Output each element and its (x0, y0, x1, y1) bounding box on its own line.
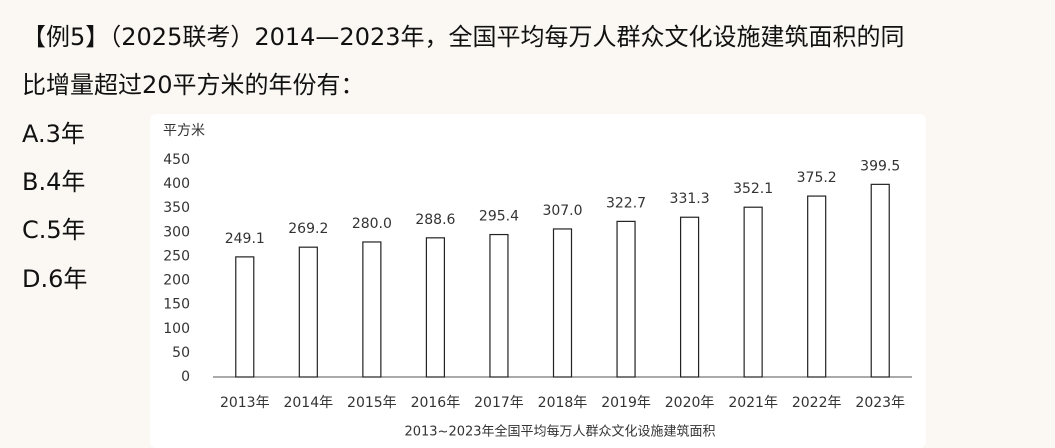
value-label: 295.4 (479, 209, 519, 225)
x-tick-label: 2016年 (411, 395, 461, 411)
bar (743, 206, 763, 378)
value-label: 352.1 (733, 181, 773, 197)
y-tick-label: 350 (163, 200, 190, 216)
x-tick-label: 2017年 (474, 395, 524, 411)
x-tick-label: 2020年 (665, 395, 715, 411)
y-tick-label: 400 (163, 176, 190, 192)
y-tick-label: 150 (163, 297, 190, 313)
y-tick-label: 100 (163, 321, 190, 337)
value-label: 288.6 (415, 212, 455, 228)
bar (552, 228, 573, 378)
x-tick-label: 2019年 (601, 395, 651, 411)
x-tick-label: 2018年 (538, 395, 588, 411)
bar (679, 216, 700, 378)
value-label: 375.2 (797, 170, 837, 186)
bar (362, 241, 382, 378)
chart-caption: 2013~2023年全国平均每万人群众文化设施建筑面积 (404, 424, 715, 440)
y-tick-label: 0 (181, 369, 190, 385)
x-tick-label: 2014年 (283, 395, 333, 411)
y-tick-label: 300 (163, 224, 190, 240)
option[interactable]: D.6年 (22, 265, 87, 293)
y-tick-label: 250 (163, 248, 190, 264)
value-label: 249.1 (225, 231, 265, 247)
value-label: 331.3 (670, 191, 710, 207)
bar (870, 183, 890, 378)
value-label: 307.0 (542, 203, 582, 219)
bar (807, 195, 827, 378)
value-label: 269.2 (288, 221, 328, 237)
bar (298, 246, 318, 378)
option[interactable]: B.4年 (22, 168, 85, 196)
question-line: 【例5】（2025联考）2014—2023年，全国平均每万人群众文化设施建筑面积… (22, 23, 905, 51)
y-tick-label: 200 (163, 273, 190, 289)
y-tick-label: 450 (163, 152, 190, 168)
question-line: 比增量超过20平方米的年份有： (22, 71, 365, 99)
bar (235, 256, 255, 378)
bar (616, 220, 636, 378)
option[interactable]: C.5年 (22, 216, 86, 244)
x-tick-label: 2022年 (792, 395, 842, 411)
option[interactable]: A.3年 (22, 120, 85, 148)
value-label: 399.5 (860, 158, 900, 174)
x-tick-label: 2013年 (220, 395, 270, 411)
bar (489, 233, 509, 378)
value-label: 280.0 (352, 216, 392, 232)
x-tick-label: 2015年 (347, 395, 397, 411)
x-tick-label: 2021年 (728, 395, 778, 411)
bar (425, 237, 446, 378)
y-axis-label: 平方米 (163, 123, 205, 139)
y-tick-label: 50 (172, 345, 190, 361)
value-label: 322.7 (606, 195, 646, 211)
chart-panel (150, 114, 926, 448)
x-tick-label: 2023年 (855, 395, 905, 411)
